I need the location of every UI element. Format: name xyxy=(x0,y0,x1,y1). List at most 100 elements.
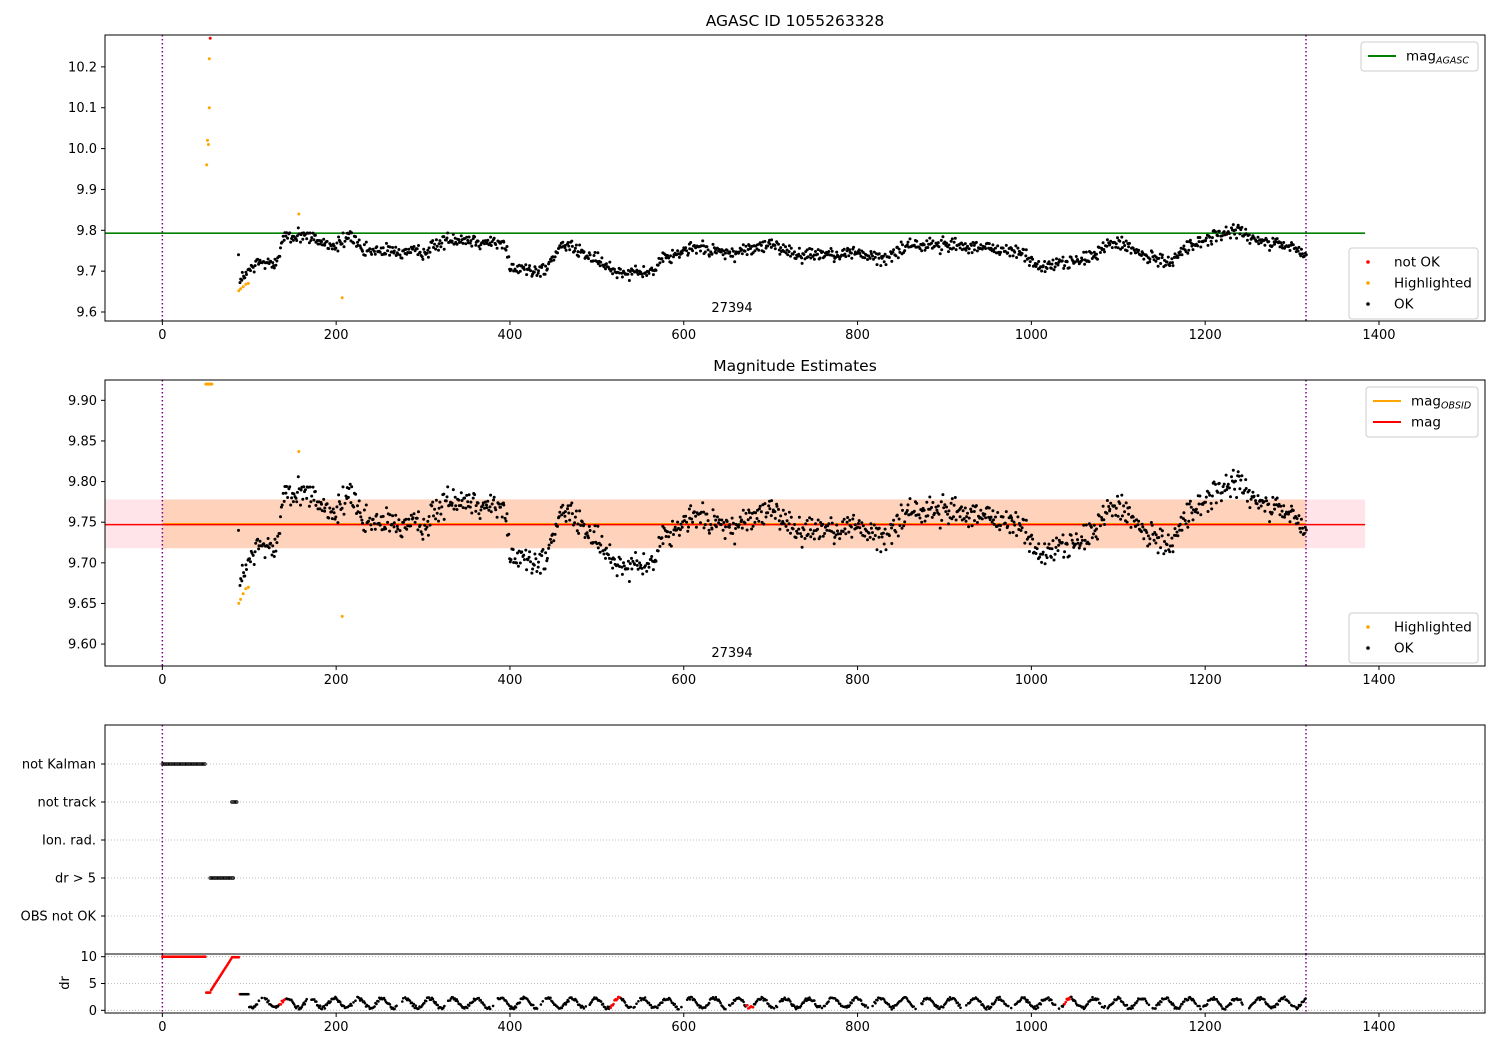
data-point xyxy=(834,533,838,537)
data-point xyxy=(358,511,362,515)
data-point xyxy=(989,515,993,519)
data-point xyxy=(1185,502,1189,506)
data-point xyxy=(958,515,962,519)
data-point xyxy=(412,512,416,516)
data-point xyxy=(1182,244,1186,248)
data-point xyxy=(444,499,448,503)
data-point xyxy=(361,249,364,253)
data-point xyxy=(580,520,584,524)
data-point xyxy=(1110,514,1114,518)
data-point xyxy=(573,246,577,250)
data-point xyxy=(1108,242,1112,246)
data-point xyxy=(346,495,350,499)
data-point xyxy=(1248,241,1252,245)
dr-point xyxy=(1144,999,1148,1003)
data-point xyxy=(672,255,675,259)
data-point xyxy=(759,243,763,247)
data-point xyxy=(576,250,580,254)
data-point xyxy=(533,265,537,269)
data-point xyxy=(789,254,792,258)
flag-marker xyxy=(198,762,202,766)
data-point xyxy=(314,503,318,507)
data-point xyxy=(745,253,749,257)
data-point xyxy=(1080,258,1084,262)
data-point xyxy=(278,254,282,258)
legend-label: Highlighted xyxy=(1394,276,1472,292)
data-point xyxy=(1097,514,1101,518)
data-point xyxy=(556,251,559,255)
dr-point xyxy=(751,1006,755,1009)
data-point xyxy=(747,508,751,512)
legend-agasc-top: magAGASC xyxy=(1360,41,1479,72)
data-point xyxy=(1113,504,1116,508)
data-point xyxy=(1140,522,1144,526)
dr-point xyxy=(564,1003,568,1006)
data-point xyxy=(714,525,718,529)
legend-point-swatch xyxy=(1366,281,1370,285)
data-point xyxy=(894,254,898,258)
dr-point xyxy=(1212,996,1216,999)
data-point xyxy=(843,252,847,256)
data-point xyxy=(1096,537,1099,541)
data-point xyxy=(703,523,707,527)
data-point xyxy=(626,559,630,563)
data-point xyxy=(689,241,693,244)
data-point xyxy=(763,239,767,243)
data-point xyxy=(871,531,874,535)
dr-point xyxy=(1239,998,1242,1001)
dr-point xyxy=(393,1007,396,1011)
data-point xyxy=(507,255,511,259)
data-point xyxy=(794,257,798,260)
dr-point xyxy=(1304,997,1307,1000)
data-point xyxy=(596,546,600,550)
data-point xyxy=(1163,540,1166,543)
data-point xyxy=(896,534,900,538)
data-point xyxy=(800,545,804,549)
data-point xyxy=(1288,520,1292,524)
data-point xyxy=(875,263,879,267)
data-point xyxy=(334,246,338,250)
data-point xyxy=(431,239,435,243)
data-point xyxy=(296,475,300,479)
data-point xyxy=(912,243,916,247)
dr-point xyxy=(417,1007,420,1011)
data-point xyxy=(1210,242,1214,246)
data-point xyxy=(630,567,634,571)
data-point xyxy=(1150,523,1154,527)
flag-marker xyxy=(212,876,216,880)
data-point xyxy=(508,560,512,564)
data-point xyxy=(748,244,751,248)
data-point xyxy=(740,252,744,256)
dr-point xyxy=(401,997,405,1000)
data-point xyxy=(422,247,426,251)
data-point xyxy=(1198,494,1202,498)
data-point xyxy=(661,260,665,263)
data-point xyxy=(407,517,411,521)
data-point xyxy=(1149,521,1153,524)
x-tick-label: 0 xyxy=(158,328,166,343)
data-point xyxy=(279,246,282,250)
data-point xyxy=(743,249,747,253)
data-point xyxy=(633,270,637,274)
data-point xyxy=(432,514,435,518)
data-point xyxy=(1012,520,1016,524)
data-point xyxy=(877,526,881,530)
data-point xyxy=(717,518,721,522)
data-point xyxy=(1035,547,1039,551)
data-point xyxy=(1024,248,1028,252)
panel-flags-background xyxy=(105,725,1485,954)
data-point xyxy=(899,240,903,244)
data-point xyxy=(920,520,924,524)
flag-marker xyxy=(186,762,190,766)
data-point xyxy=(635,268,639,272)
flag-marker xyxy=(160,762,165,766)
data-point xyxy=(1234,479,1237,483)
data-point xyxy=(724,251,727,255)
data-point xyxy=(302,485,306,489)
data-point xyxy=(489,244,493,247)
data-point xyxy=(1301,252,1304,256)
data-point xyxy=(1280,509,1284,513)
data-point xyxy=(1052,558,1056,562)
data-point xyxy=(975,521,979,524)
